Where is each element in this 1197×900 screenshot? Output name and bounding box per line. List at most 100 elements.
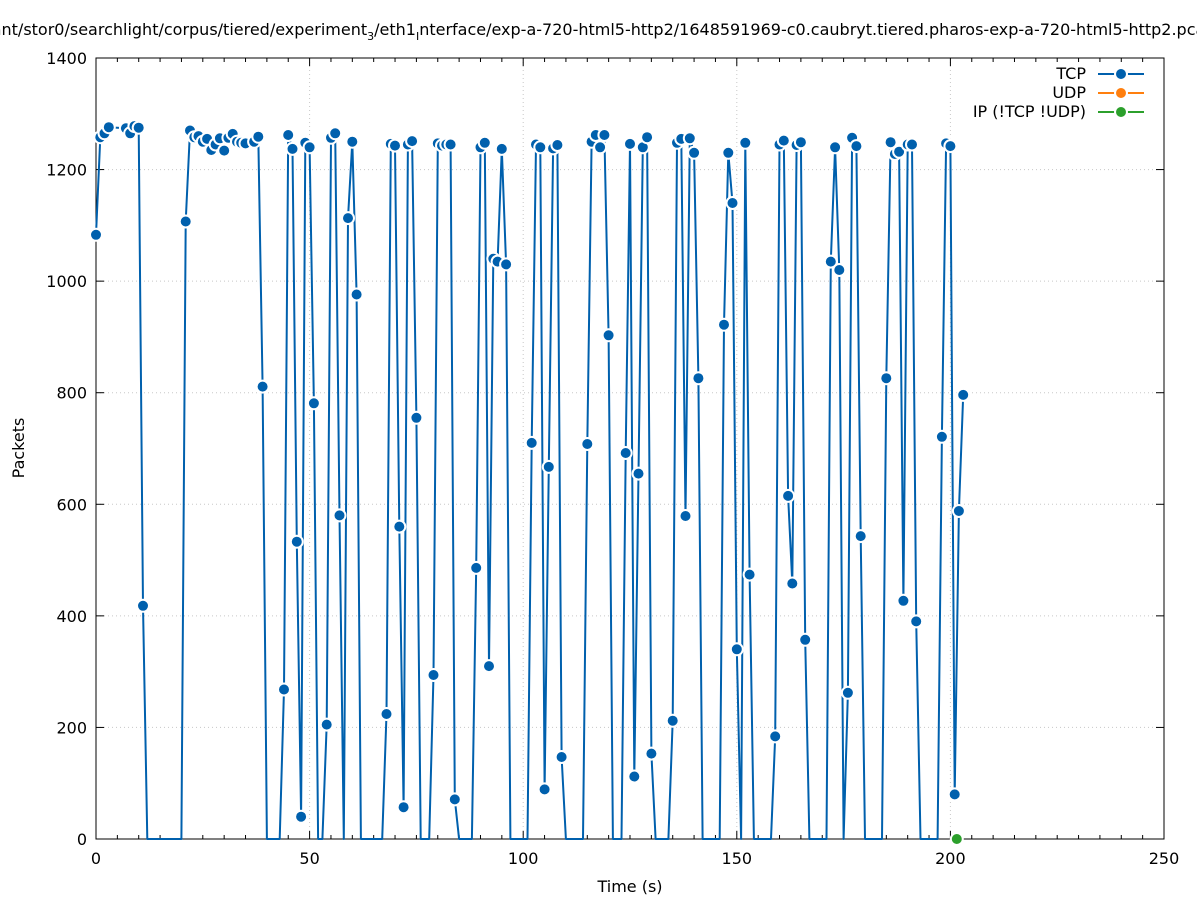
tcp-data-point	[623, 136, 637, 151]
x-axis-title: Time (s)	[596, 877, 662, 896]
tcp-data-point	[255, 379, 270, 394]
x-tick-label: 150	[722, 849, 753, 868]
tcp-data-point	[294, 809, 309, 824]
tcp-data-point	[879, 371, 894, 386]
y-tick-label: 0	[77, 830, 87, 849]
tcp-data-point	[951, 504, 966, 518]
tcp-data-point	[533, 140, 548, 155]
tcp-data-point	[409, 410, 424, 425]
tcp-data-point	[905, 137, 919, 152]
tcp-data-point	[687, 145, 702, 160]
tcp-data-point	[776, 133, 791, 148]
tcp-data-point	[289, 534, 304, 549]
tcp-data-point	[892, 144, 907, 159]
y-tick-label: 1400	[46, 49, 87, 68]
tcp-data-point	[943, 139, 958, 154]
y-axis-title: Packets	[9, 418, 28, 479]
tcp-data-point	[277, 682, 291, 697]
tcp-data-point	[537, 782, 552, 797]
tcp-data-point	[678, 509, 693, 523]
tcp-data-point	[405, 134, 420, 149]
legend-swatch-marker-udp	[1114, 86, 1128, 100]
y-tick-label: 600	[56, 495, 87, 514]
tcp-data-point	[947, 787, 962, 802]
tcp-data-point	[793, 135, 808, 150]
tcp-data-point	[345, 134, 360, 149]
tcp-data-point	[631, 466, 646, 481]
tcp-data-point	[785, 576, 800, 591]
tcp-data-point	[682, 131, 697, 146]
x-tick-label: 0	[91, 849, 101, 868]
tcp-data-point	[768, 729, 783, 744]
tcp-data-point	[597, 128, 612, 142]
tcp-data-point	[306, 396, 321, 411]
series	[89, 119, 971, 846]
legend-label-udp: UDP	[1052, 83, 1086, 102]
tcp-data-point	[934, 429, 949, 444]
tcp-data-point	[742, 567, 757, 582]
tcp-data-point	[379, 707, 394, 721]
tcp-data-point	[426, 668, 441, 682]
tcp-data-point	[828, 140, 843, 155]
tcp-data-point	[349, 287, 364, 302]
tcp-data-point	[580, 437, 595, 451]
tcp-data-point	[721, 145, 736, 160]
tcp-data-point	[285, 141, 300, 156]
tcp-data-point	[388, 138, 402, 153]
tcp-data-point	[729, 642, 744, 657]
tcp-data-point	[524, 435, 539, 450]
y-tick-label: 1000	[46, 272, 87, 291]
y-tick-label: 400	[56, 607, 87, 626]
tcp-data-point	[956, 387, 971, 402]
tcp-data-point	[550, 138, 565, 152]
tcp-data-point	[178, 214, 193, 229]
tcp-data-point	[717, 317, 731, 332]
tcp-data-point	[725, 196, 740, 210]
tcp-data-point	[640, 130, 655, 145]
ip-tcp-udp-data-point	[949, 832, 964, 846]
tcp-data-point	[469, 560, 484, 575]
tcp-data-point	[341, 211, 355, 226]
tcp-data-point	[853, 529, 868, 544]
tcp-data-point	[618, 446, 633, 460]
tcp-data-point	[541, 459, 556, 474]
tcp-data-point	[302, 140, 317, 155]
chart-title: /mnt/stor0/searchlight/corpus/tiered/exp…	[0, 20, 1197, 43]
tcp-data-point	[392, 519, 407, 534]
ticks: 0 200 400 600 800 1000 1200 1400 0 50 100 150 200 250	[46, 49, 1179, 868]
y-tick-label: 1200	[46, 161, 87, 180]
x-tick-label: 100	[508, 849, 539, 868]
tcp-data-point	[798, 632, 813, 647]
tcp-data-point	[554, 750, 569, 764]
tcp-data-point	[101, 120, 116, 135]
x-tick-label: 50	[299, 849, 319, 868]
tcp-data-point	[627, 769, 642, 784]
tcp-data-point	[136, 598, 150, 613]
legend-swatch-marker-tcp	[1114, 67, 1128, 81]
tcp-data-point	[909, 614, 924, 629]
tcp-data-point	[131, 120, 146, 135]
tcp-data-point	[494, 141, 509, 156]
legend-swatch-marker-ip-tcp-udp	[1114, 105, 1128, 119]
x-tick-label: 250	[1149, 849, 1180, 868]
tcp-data-point	[896, 593, 911, 608]
y-tick-label: 200	[56, 718, 87, 737]
tcp-data-point	[601, 328, 616, 343]
tcp-data-point	[251, 129, 266, 144]
legend-label-tcp: TCP	[1055, 64, 1086, 83]
tcp-data-point	[832, 263, 847, 277]
tcp-data-point	[443, 137, 458, 152]
tcp-data-point	[482, 659, 496, 674]
tcp-data-point	[781, 488, 796, 503]
tcp-data-point	[396, 800, 411, 815]
tcp-data-point	[217, 143, 232, 158]
tcp-data-point	[849, 139, 864, 154]
y-tick-label: 800	[56, 384, 87, 403]
tcp-data-point	[593, 140, 608, 155]
tcp-data-point	[883, 135, 898, 150]
tcp-data-point	[89, 227, 103, 242]
tcp-data-point	[447, 792, 462, 807]
tcp-data-point	[840, 685, 855, 700]
